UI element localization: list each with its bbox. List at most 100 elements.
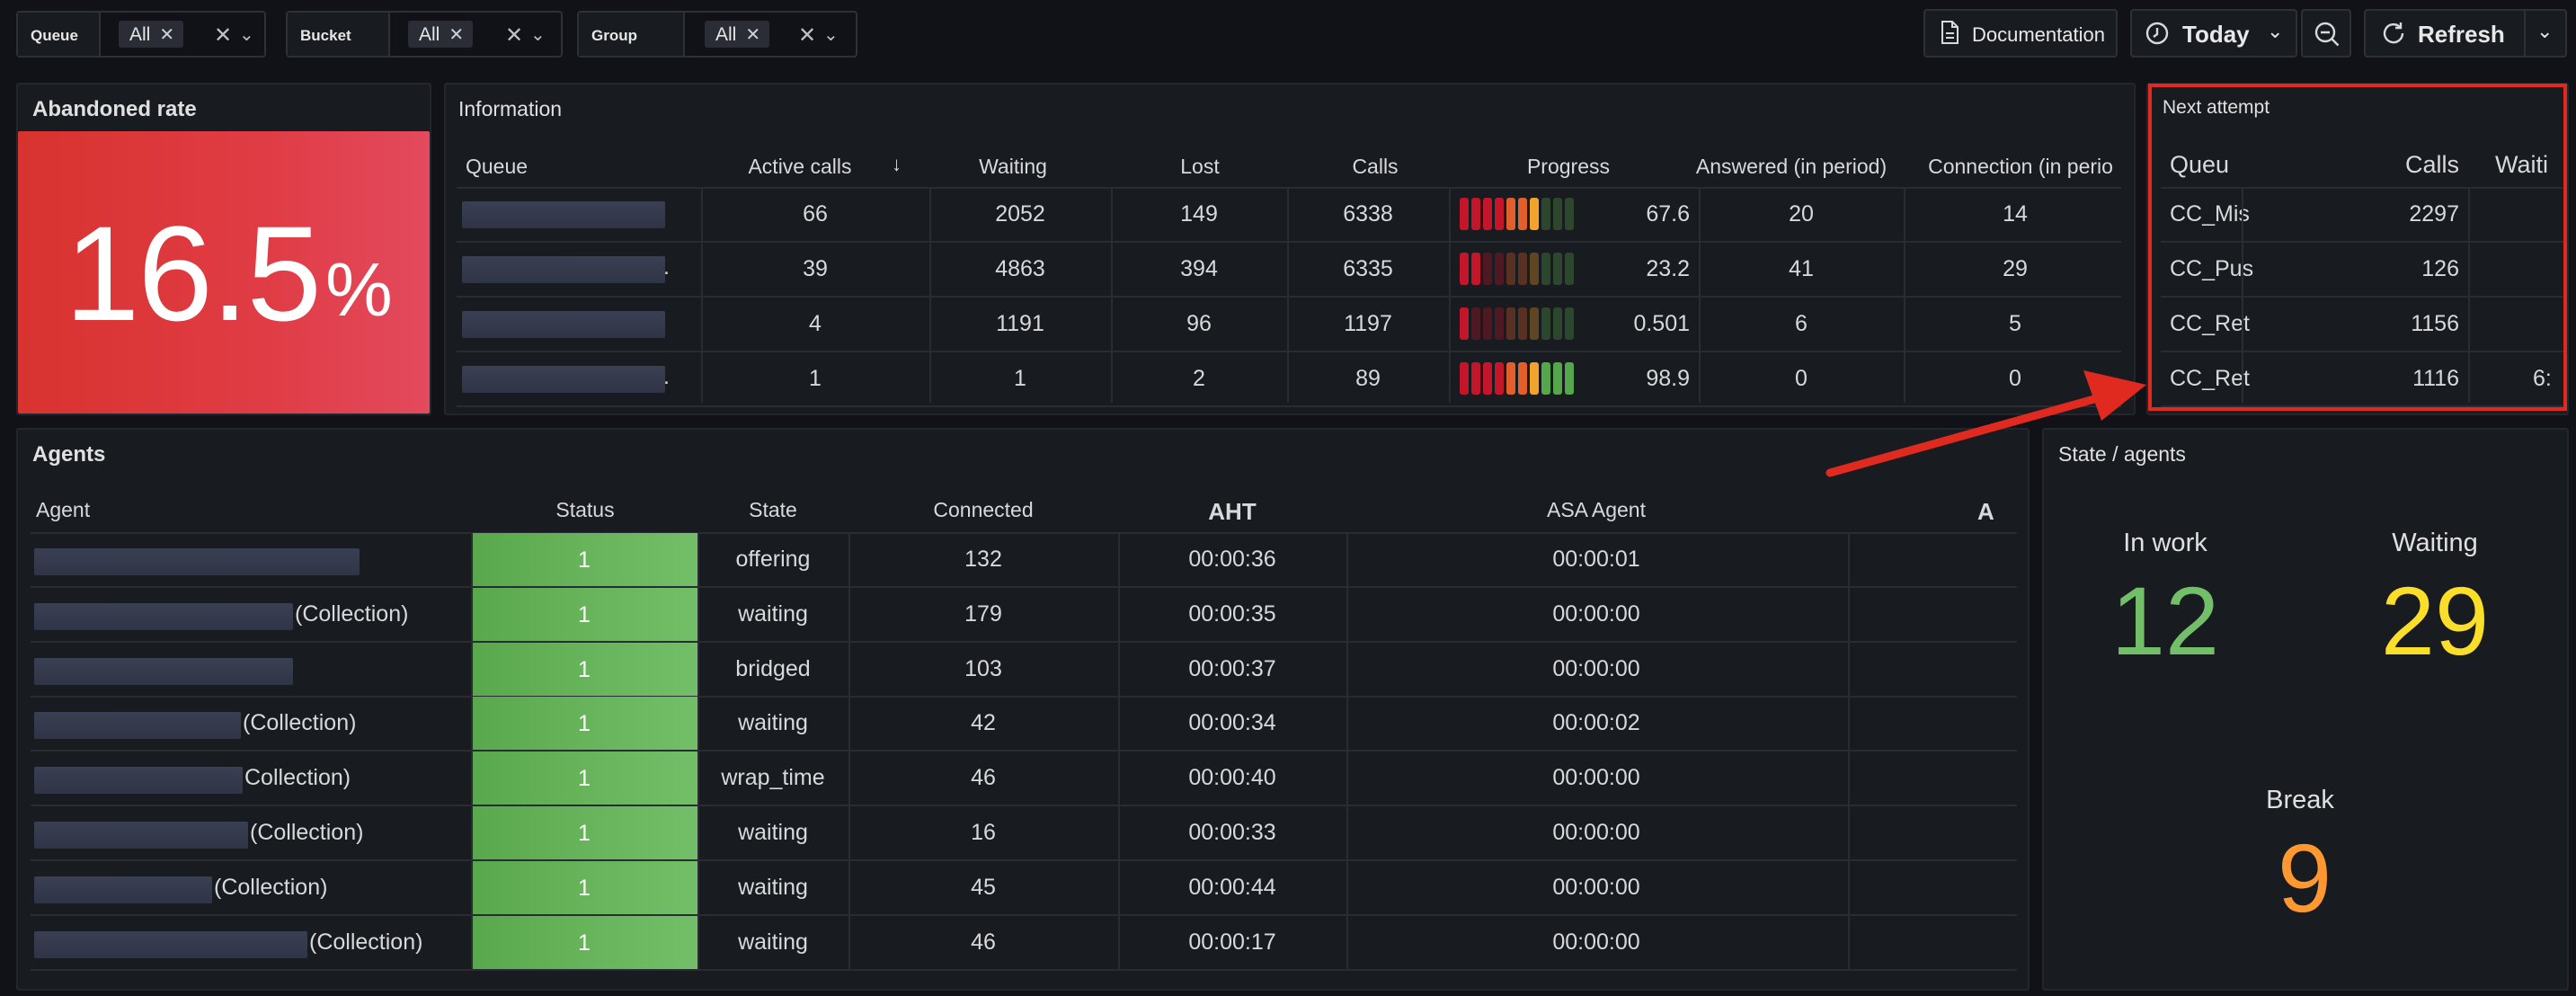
waiting-value: 6:: [2533, 366, 2552, 391]
row-divider: [31, 641, 2017, 643]
column-header[interactable]: Waiti: [2495, 151, 2548, 178]
column-header[interactable]: Waiting: [979, 155, 1047, 178]
document-icon: [1940, 20, 1959, 50]
column-header[interactable]: Agent: [36, 498, 91, 521]
gauge-segment: [1506, 307, 1515, 340]
clear-icon[interactable]: ✕: [798, 23, 817, 48]
column-header[interactable]: Queue: [466, 155, 529, 178]
column-header[interactable]: Calls: [1352, 155, 1399, 178]
column-header[interactable]: AHT: [1208, 498, 1257, 525]
table-cell: 96: [1186, 311, 1212, 336]
column-header[interactable]: Active calls: [748, 155, 852, 178]
aht-value: 00:00:37: [1188, 656, 1276, 681]
row-divider: [31, 750, 2017, 751]
refresh-divider: [2524, 11, 2526, 56]
connected-value: 46: [971, 929, 996, 955]
refresh-button[interactable]: Refresh ⌄: [2364, 9, 2567, 58]
gauge-segment: [1553, 307, 1562, 340]
table-cell: 6: [1795, 311, 1808, 336]
column-divider: [2242, 187, 2243, 403]
agent-suffix: (Collection): [250, 820, 364, 845]
table-cell: 2052: [995, 201, 1045, 227]
remove-chip-icon[interactable]: ✕: [449, 25, 465, 45]
table-cell: 20: [1789, 201, 1814, 227]
column-header[interactable]: ASA Agent: [1547, 498, 1646, 521]
column-header[interactable]: Answered (in period): [1695, 155, 1888, 178]
table-cell: 149: [1180, 201, 1218, 227]
gauge-segment: [1460, 198, 1469, 230]
aht-value: 00:00:33: [1188, 820, 1276, 845]
redacted-queue-name: [462, 366, 665, 393]
gauge-segment: [1530, 198, 1539, 230]
column-divider: [848, 532, 850, 969]
progress-value: 67.6: [1646, 201, 1690, 227]
column-header[interactable]: Status: [555, 498, 615, 521]
refresh-label: Refresh: [2418, 21, 2505, 48]
column-header[interactable]: Connected: [933, 498, 1034, 521]
queue-filter[interactable]: Queue All ✕ ✕ ⌄: [16, 11, 266, 58]
table-cell: 1: [1014, 366, 1026, 391]
queue-filter-chip[interactable]: All ✕: [119, 21, 184, 48]
abandoned-rate-unit: %: [325, 247, 393, 332]
row-divider: [31, 914, 2017, 916]
group-filter[interactable]: Group All ✕ ✕ ⌄: [577, 11, 857, 58]
gauge-segment: [1553, 253, 1562, 285]
chevron-down-icon[interactable]: ⌄: [823, 25, 839, 45]
gauge-segment: [1495, 253, 1504, 285]
panel-title: State / agents: [2058, 442, 2186, 466]
status-cell: 1: [471, 643, 697, 696]
column-header[interactable]: Connection (in perio: [1928, 155, 2113, 178]
chevron-down-icon[interactable]: ⌄: [530, 25, 546, 45]
gauge-segment: [1530, 362, 1539, 395]
in-work-label: In work: [2123, 529, 2207, 557]
gauge-segment: [1483, 362, 1492, 395]
progress-value: 98.9: [1646, 366, 1690, 391]
column-header[interactable]: Lost: [1180, 155, 1220, 178]
redacted-agent-name: [34, 712, 241, 739]
queue-filter-label: Queue: [18, 13, 101, 56]
panel-title: Next attempt: [2163, 97, 2270, 118]
chevron-down-icon[interactable]: ⌄: [239, 25, 254, 45]
gauge-segment: [1518, 198, 1527, 230]
table-cell: 394: [1180, 256, 1218, 281]
row-divider: [31, 859, 2017, 861]
redacted-queue-name: [462, 201, 665, 228]
progress-value: 23.2: [1646, 256, 1690, 281]
column-header[interactable]: Calls: [2404, 151, 2459, 178]
column-divider: [2468, 187, 2470, 403]
refresh-icon: [2380, 21, 2407, 53]
time-range-picker[interactable]: Today ⌄: [2130, 9, 2297, 58]
agent-suffix: Collection): [244, 765, 351, 790]
bucket-filter-chip[interactable]: All ✕: [408, 21, 474, 48]
documentation-button[interactable]: Documentation: [1923, 9, 2118, 58]
remove-chip-icon[interactable]: ✕: [159, 25, 175, 45]
column-divider: [1111, 187, 1113, 403]
sort-desc-icon[interactable]: ↓: [892, 153, 902, 175]
remove-chip-icon[interactable]: ✕: [745, 25, 761, 45]
row-divider: [457, 241, 2121, 243]
zoom-out-button[interactable]: [2301, 9, 2351, 58]
gauge-segment: [1495, 198, 1504, 230]
table-cell: 4: [809, 311, 822, 336]
in-work-value: 12: [2110, 566, 2220, 675]
header-divider: [457, 187, 2121, 189]
row-divider: [2161, 296, 2563, 298]
clear-icon[interactable]: ✕: [505, 23, 524, 48]
redacted-agent-name: [34, 876, 212, 903]
header-divider: [2161, 187, 2563, 189]
calls-value: 1116: [2412, 366, 2459, 391]
chevron-down-icon[interactable]: ⌄: [2536, 20, 2554, 42]
bucket-filter[interactable]: Bucket All ✕ ✕ ⌄: [286, 11, 563, 58]
column-header[interactable]: A: [1977, 498, 1994, 525]
break-value: 9: [2277, 823, 2332, 932]
column-header[interactable]: Progress: [1526, 155, 1611, 178]
aht-value: 00:00:17: [1188, 929, 1276, 955]
column-header[interactable]: State: [749, 498, 797, 521]
status-cell: 1: [471, 533, 697, 586]
queue-filter-value: All: [129, 24, 151, 45]
clear-icon[interactable]: ✕: [214, 23, 233, 48]
group-filter-chip[interactable]: All ✕: [705, 21, 770, 48]
documentation-label: Documentation: [1972, 23, 2105, 46]
column-header[interactable]: Queu: [2170, 151, 2230, 178]
state-agents-panel: State / agents In work 12 Waiting 29 Bre…: [2042, 428, 2569, 991]
